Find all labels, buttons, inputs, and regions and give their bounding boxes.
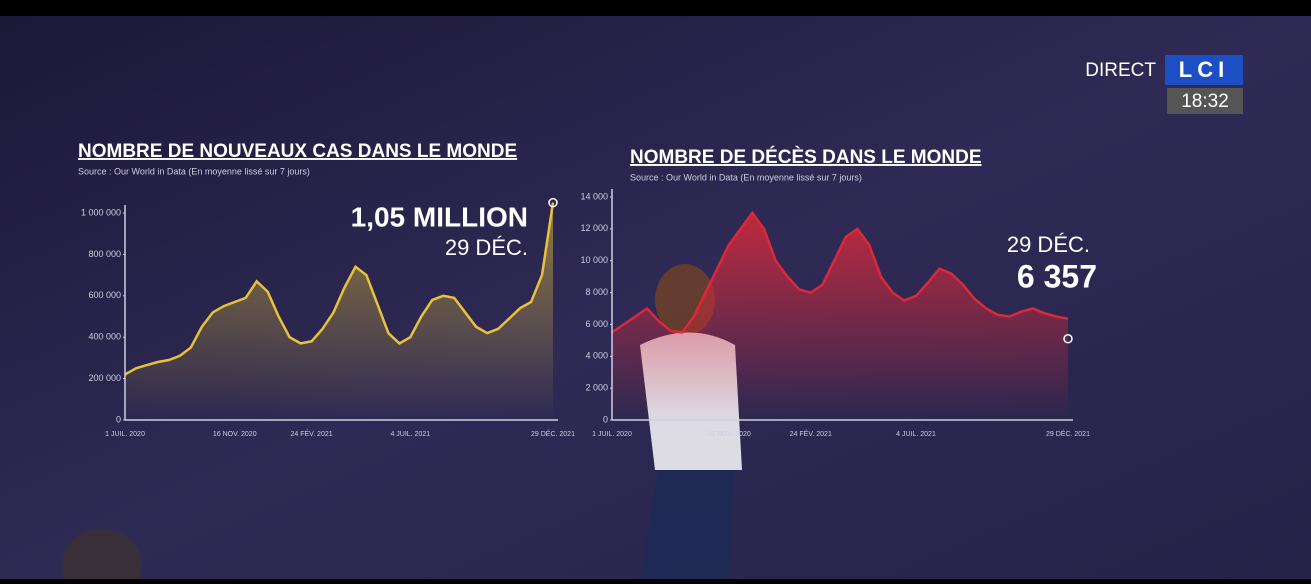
y-tick-label: 8 000 <box>585 287 608 297</box>
chart-title: NOMBRE DE NOUVEAUX CAS DANS LE MONDE <box>78 141 517 162</box>
y-tick-label: 2 000 <box>585 383 608 393</box>
x-tick-label: 1 JUIL. 2020 <box>105 431 145 438</box>
x-tick-label: 16 NOV. 2020 <box>707 431 751 438</box>
annotation-value: 1,05 MILLION <box>351 201 528 232</box>
y-tick-label: 600 000 <box>88 290 121 300</box>
annotation-value: 6 357 <box>1017 258 1097 294</box>
x-tick-label: 29 DÉC. 2021 <box>531 429 575 438</box>
x-tick-label: 24 FÉV. 2021 <box>290 429 332 438</box>
channel-logo: LCI <box>1179 57 1229 82</box>
x-tick-label: 16 NOV. 2020 <box>213 431 257 438</box>
y-tick-label: 800 000 <box>88 249 121 259</box>
clock: 18:32 <box>1181 91 1229 112</box>
top-bar <box>0 0 1311 16</box>
x-tick-label: 4 JUIL. 2021 <box>896 431 936 438</box>
y-tick-label: 14 000 <box>580 191 608 201</box>
annotation-date: 29 DÉC. <box>1007 232 1090 257</box>
y-tick-label: 10 000 <box>580 255 608 265</box>
x-tick-label: 29 DÉC. 2021 <box>1046 429 1090 438</box>
y-tick-label: 200 000 <box>88 373 121 383</box>
annotation-date: 29 DÉC. <box>445 235 528 260</box>
chart-subtitle: Source : Our World in Data (En moyenne l… <box>78 166 310 176</box>
chart-subtitle: Source : Our World in Data (En moyenne l… <box>630 172 862 182</box>
x-tick-label: 1 JUIL. 2020 <box>592 431 632 438</box>
live-label: DIRECT <box>1085 60 1156 81</box>
y-tick-label: 6 000 <box>585 319 608 329</box>
y-tick-label: 0 <box>116 414 121 424</box>
x-tick-label: 24 FÉV. 2021 <box>790 429 832 438</box>
y-tick-label: 1 000 000 <box>81 207 121 217</box>
y-tick-label: 0 <box>603 414 608 424</box>
y-tick-label: 12 000 <box>580 223 608 233</box>
x-tick-label: 4 JUIL. 2021 <box>390 431 430 438</box>
screen: DIRECT LCI 18:32 NOMBRE DE NOUVEAUX CAS … <box>0 0 1311 579</box>
y-tick-label: 400 000 <box>88 332 121 342</box>
chart-title: NOMBRE DE DÉCÈS DANS LE MONDE <box>630 146 982 168</box>
y-tick-label: 4 000 <box>585 351 608 361</box>
